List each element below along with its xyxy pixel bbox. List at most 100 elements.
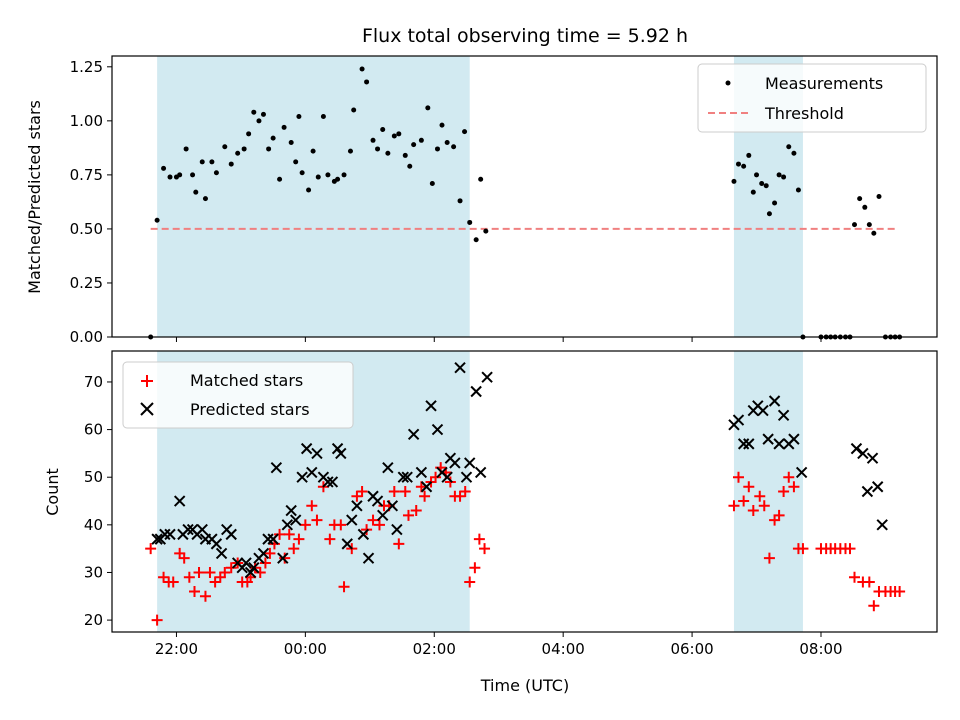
measurement-point-72	[772, 200, 778, 206]
predicted-star-point-9	[196, 523, 208, 536]
predicted-star-point-61	[454, 361, 466, 374]
top-plot-frame	[111, 55, 938, 338]
x-tick-label-1: 00:00	[284, 640, 327, 658]
matched-star-point-70	[754, 490, 766, 502]
measurement-point-41	[370, 137, 376, 143]
predicted-star-point-23	[262, 533, 274, 545]
measurement-point-65	[741, 163, 747, 169]
legend-matched-label: Matched stars	[190, 371, 303, 390]
predicted-star-point-82	[857, 447, 869, 460]
predicted-star-point-20	[248, 561, 260, 574]
matched-star-point-1	[151, 614, 163, 626]
measurement-point-86	[852, 222, 857, 228]
measurement-point-56	[451, 144, 457, 150]
top-y-tick-label-1: 0.25	[70, 274, 103, 292]
predicted-star-point-29	[289, 514, 302, 526]
measurement-point-70	[763, 183, 769, 189]
predicted-star-point-48	[386, 500, 399, 512]
matched-star-point-32	[311, 514, 323, 526]
predicted-star-point-43	[362, 552, 375, 564]
measurement-point-54	[439, 122, 445, 128]
top-y-tick-label-4: 1.00	[70, 112, 103, 130]
measurement-point-20	[260, 111, 266, 117]
predicted-star-point-55	[425, 400, 437, 412]
predicted-star-point-4	[173, 495, 186, 507]
predicted-star-point-58	[441, 471, 453, 483]
matched-star-point-6	[178, 552, 190, 564]
measurement-point-88	[862, 204, 868, 210]
measurement-point-59	[467, 219, 473, 225]
matched-star-point-25	[274, 528, 286, 540]
predicted-star-point-69	[737, 438, 750, 450]
top-ticks: 0.00 0.25 0.50 0.75 1.00 1.25	[70, 58, 822, 346]
measurement-point-27	[296, 114, 302, 120]
predicted-star-point-86	[876, 519, 888, 531]
measurement-point-76	[791, 150, 797, 156]
legend-predicted-label: Predicted stars	[190, 400, 310, 419]
measurement-point-57	[457, 198, 463, 204]
top-legend-frame	[697, 63, 927, 133]
predicted-star-point-50	[397, 471, 410, 483]
measurement-point-64	[735, 161, 741, 167]
measurement-point-11	[209, 159, 215, 165]
matched-star-point-27	[283, 528, 295, 540]
measurement-point-40	[364, 79, 370, 85]
predicted-star-point-76	[773, 438, 785, 450]
predicted-star-point-64	[470, 385, 482, 398]
matched-star-point-59	[454, 490, 466, 502]
predicted-star-point-38	[335, 447, 347, 460]
bottom-y-tick-label-3: 50	[84, 468, 103, 486]
matched-star-point-37	[338, 581, 350, 593]
bottom-y-tick-label-2: 40	[84, 516, 103, 534]
matched-star-point-9	[193, 566, 205, 578]
measurement-point-50	[418, 137, 424, 143]
measurement-point-5	[177, 172, 183, 178]
predicted-star-point-63	[464, 457, 476, 469]
measurement-point-48	[407, 163, 413, 169]
measurement-point-91	[876, 194, 882, 199]
predicted-star-point-49	[391, 523, 403, 536]
matched-star-point-39	[351, 490, 363, 502]
measurement-point-19	[256, 118, 262, 124]
matched-star-point-47	[393, 538, 405, 550]
matched-star-point-49	[402, 509, 414, 521]
matched-star-point-71	[758, 500, 770, 512]
measurement-point-55	[444, 139, 450, 145]
measurement-point-43	[380, 126, 386, 132]
matched-star-point-12	[209, 576, 221, 588]
predicted-star-point-53	[415, 466, 428, 479]
measurement-point-28	[299, 170, 305, 176]
measurement-point-71	[766, 211, 772, 217]
predicted-star-point-70	[743, 438, 755, 450]
measurement-point-62	[483, 228, 489, 234]
measurement-point-29	[306, 187, 312, 193]
matched-star-point-30	[299, 519, 311, 531]
measurement-point-22	[270, 135, 276, 141]
measurement-point-18	[251, 109, 257, 115]
measurement-point-38	[351, 107, 357, 113]
matched-star-point-63	[473, 533, 485, 545]
matched-star-point-8	[189, 586, 200, 598]
measurement-point-33	[325, 172, 331, 178]
predicted-star-point-31	[300, 442, 313, 455]
measurement-point-60	[473, 237, 479, 243]
measurement-point-35	[335, 176, 341, 182]
measurement-point-47	[402, 152, 408, 158]
predicted-star-point-41	[351, 500, 363, 512]
top-y-tick-label-2: 0.50	[70, 220, 103, 238]
matched-star-point-11	[204, 566, 216, 578]
predicted-star-point-36	[326, 476, 339, 488]
top-y-tick-label-0: 0.00	[70, 328, 103, 346]
matched-star-point-34	[324, 533, 336, 545]
measurement-point-39	[359, 66, 365, 72]
measurement-point-49	[411, 142, 417, 148]
measurement-point-75	[786, 144, 792, 150]
matched-star-point-52	[419, 490, 431, 502]
measurement-point-90	[871, 230, 877, 236]
predicted-star-point-18	[240, 557, 252, 569]
matched-star-point-66	[732, 471, 744, 483]
measurement-point-67	[750, 189, 756, 195]
measurement-point-36	[341, 172, 347, 178]
matched-star-point-50	[410, 505, 422, 517]
measurement-point-3	[167, 174, 173, 180]
